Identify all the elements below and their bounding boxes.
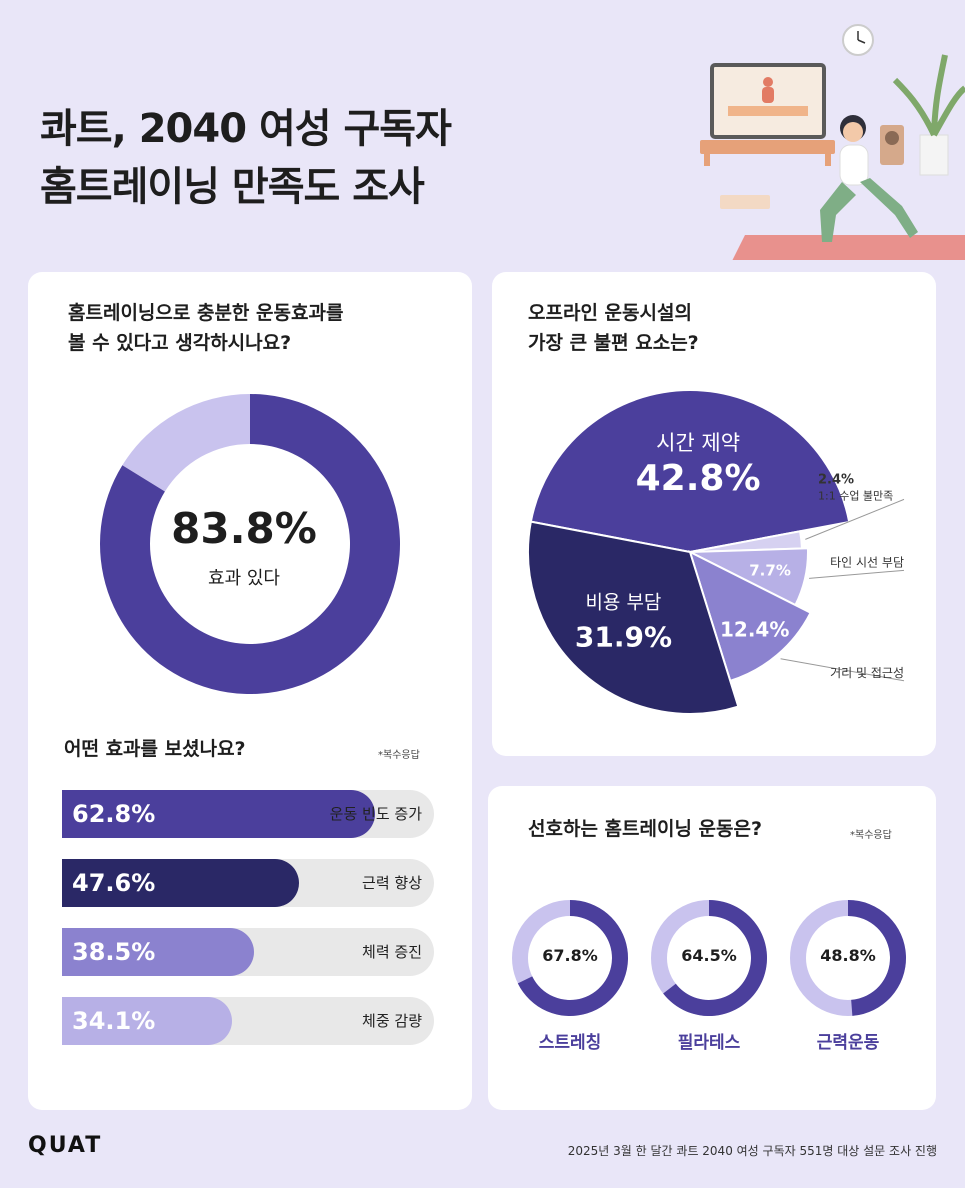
preference-note: *복수응답 — [850, 830, 892, 841]
benefit-bar-label: 근력 향상 — [362, 874, 422, 892]
benefit-note: *복수응답 — [378, 750, 420, 761]
offline-label-cost: 비용 부담 — [585, 592, 661, 614]
offline-value-gaze: 7.7% — [749, 562, 791, 580]
quat-logo: QUAT — [28, 1133, 103, 1158]
offline-label-1on1: 1:1 수업 불만족 — [818, 489, 893, 502]
preference-value: 67.8% — [542, 946, 598, 965]
offline-question: 오프라인 운동시설의 가장 큰 불편 요소는? — [528, 298, 699, 358]
benefit-bar — [62, 790, 376, 838]
offline-value-time: 42.8% — [636, 458, 761, 499]
benefit-bar-value: 62.8% — [72, 800, 156, 828]
offline-label-time: 시간 제약 — [656, 431, 740, 455]
benefit-bar-value: 38.5% — [72, 938, 156, 966]
effect-question: 홈트레이닝으로 충분한 운동효과를 볼 수 있다고 생각하시나요? — [68, 298, 343, 358]
effect-slice-rest — [122, 394, 250, 492]
offline-question-line-2: 가장 큰 불편 요소는? — [528, 332, 699, 354]
title-line-1: 콰트, 2040 여성 구독자 — [40, 106, 452, 152]
offline-pie-slice — [688, 550, 812, 683]
benefit-bar — [62, 928, 254, 976]
preference-label: 필라테스 — [677, 1033, 741, 1053]
benefit-bar — [62, 859, 300, 907]
benefit-bar-track: 47.6% 근력 향상 — [62, 859, 434, 907]
effect-card: 홈트레이닝으로 충분한 운동효과를 볼 수 있다고 생각하시나요? 83.8% … — [28, 272, 472, 1110]
benefit-question: 어떤 효과를 보셨나요? — [64, 738, 246, 760]
offline-card: 오프라인 운동시설의 가장 큰 불편 요소는? 시간 제약 42.8% 비용 부담 3… — [492, 272, 936, 756]
benefit-bar-value: 47.6% — [72, 869, 156, 897]
preference-donut — [651, 900, 767, 1016]
preference-donut — [790, 900, 906, 1016]
preference-donut — [512, 900, 628, 1016]
effect-slice-yes — [100, 394, 401, 694]
home-workout-illustration — [700, 24, 965, 260]
offline-question-line-1: 오프라인 운동시설의 — [528, 302, 692, 324]
offline-value-cost: 31.9% — [575, 621, 672, 654]
benefit-bar — [62, 997, 232, 1045]
benefit-bar-label: 운동 빈도 증가 — [329, 805, 422, 823]
preference-question: 선호하는 홈트레이닝 운동은? — [528, 818, 763, 840]
preference-donut-slice — [663, 900, 767, 1016]
offline-value-distance: 12.4% — [720, 617, 789, 641]
benefit-bar-value: 34.1% — [72, 1007, 156, 1035]
effect-center-value: 83.8% — [171, 504, 317, 553]
offline-value-1on1: 2.4% — [818, 472, 854, 487]
offline-pie-slice — [527, 520, 740, 715]
preference-card: 선호하는 홈트레이닝 운동은? *복수응답 67.8% 스트레칭 64.5% 필라테스… — [488, 786, 936, 1110]
preference-value: 48.8% — [820, 946, 876, 965]
benefit-bar-track: 38.5% 체력 증진 — [62, 928, 434, 976]
preference-donut-slice — [517, 900, 628, 1016]
effect-donut-chart — [100, 394, 401, 694]
benefit-bar-track: 62.8% 운동 빈도 증가 — [62, 790, 434, 838]
effect-center-label: 효과 있다 — [208, 568, 280, 589]
benefit-bar-label: 체중 감량 — [362, 1012, 422, 1030]
preference-label: 스트레칭 — [538, 1033, 602, 1053]
offline-pie-slice — [529, 389, 851, 554]
offline-label-gaze: 타인 시선 부담 — [830, 555, 904, 569]
offline-pie-chart: 시간 제약 42.8% 비용 부담 31.9% 12.4% 거리 및 접근성 7.7% 타인 … — [527, 389, 905, 715]
preference-value: 64.5% — [681, 946, 737, 965]
survey-source: 2025년 3월 한 달간 콰트 2040 여성 구독자 551명 대상 설문 … — [567, 1144, 937, 1158]
effect-question-line-1: 홈트레이닝으로 충분한 운동효과를 — [68, 302, 344, 324]
title-line-2: 홈트레이닝 만족도 조사 — [40, 164, 425, 210]
benefit-bar-track: 34.1% 체중 감량 — [62, 997, 434, 1045]
offline-label-distance: 거리 및 접근성 — [830, 666, 904, 680]
preference-label: 근력운동 — [816, 1033, 880, 1053]
benefit-bar-label: 체력 증진 — [362, 943, 422, 961]
page-title: 콰트, 2040 여성 구독자 홈트레이닝 만족도 조사 — [40, 100, 452, 216]
effect-question-line-2: 볼 수 있다고 생각하시나요? — [68, 332, 292, 354]
preference-donut-slice — [848, 900, 906, 1016]
